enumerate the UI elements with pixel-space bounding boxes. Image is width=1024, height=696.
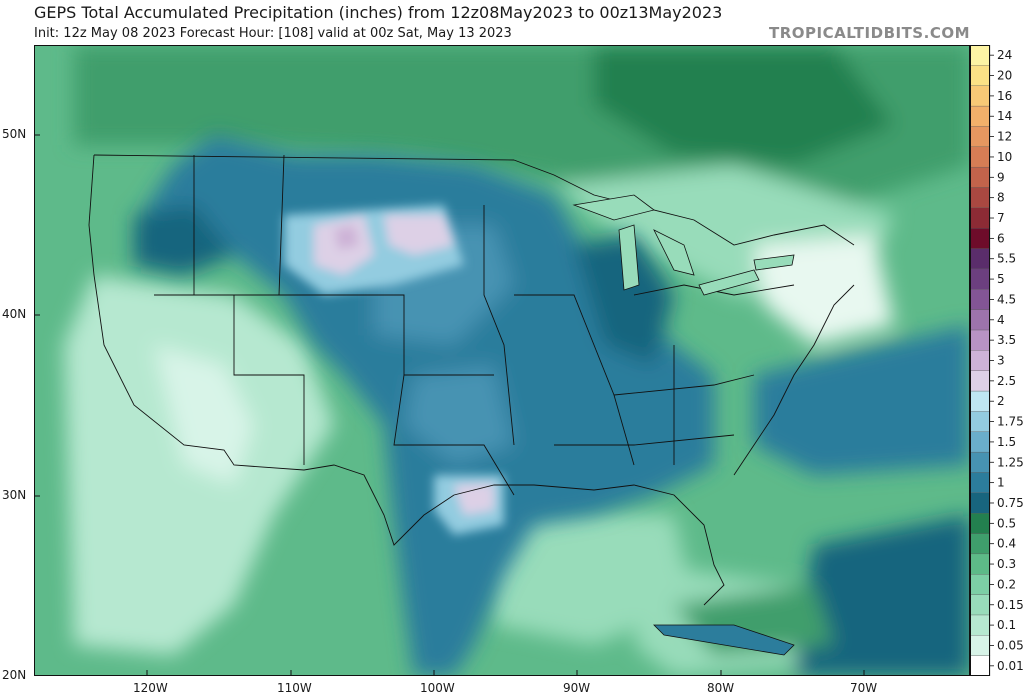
colorbar-label: 2.5	[997, 374, 1016, 388]
colorbar-label: 7	[997, 211, 1005, 225]
colorbar-swatch	[970, 329, 991, 351]
colorbar-label: 1	[997, 476, 1005, 490]
colorbar-swatch	[970, 553, 991, 575]
longitude-label: 90W	[563, 681, 591, 695]
colorbar-swatch	[970, 635, 991, 656]
colorbar-swatch	[970, 207, 991, 229]
colorbar-swatch	[970, 309, 991, 331]
longitude-label: 70W	[850, 681, 878, 695]
longitude-label: 100W	[420, 681, 455, 695]
colorbar-swatch	[970, 614, 991, 636]
colorbar-label: 5.5	[997, 252, 1016, 266]
colorbar-label: 0.01	[997, 659, 1024, 673]
longitude-ticks	[146, 670, 865, 676]
longitude-label: 120W	[133, 681, 168, 695]
chart-title: GEPS Total Accumulated Precipitation (in…	[34, 3, 723, 22]
colorbar-swatch	[970, 533, 991, 555]
colorbar-swatch	[970, 451, 991, 473]
colorbar-label: 4.5	[997, 292, 1016, 306]
longitude-label: 80W	[707, 681, 735, 695]
colorbar-label: 6	[997, 231, 1005, 245]
colorbar-label: 0.05	[997, 638, 1024, 652]
colorbar-swatch	[970, 268, 991, 290]
colorbar-swatch	[970, 472, 991, 493]
colorbar-swatch	[970, 513, 991, 534]
colorbar-swatch	[970, 126, 991, 147]
colorbar-swatch	[970, 248, 991, 270]
colorbar-swatch	[970, 431, 991, 453]
colorbar-swatch	[970, 45, 991, 66]
colorbar-swatch	[970, 370, 991, 392]
colorbar-label: 14	[997, 109, 1012, 123]
longitude-label: 110W	[277, 681, 312, 695]
colorbar-label: 10	[997, 150, 1012, 164]
colorbar-swatch	[970, 228, 991, 249]
colorbar-swatch	[970, 492, 991, 514]
colorbar-label: 2	[997, 394, 1005, 408]
colorbar-swatch	[970, 105, 991, 127]
colorbar-label: 0.5	[997, 516, 1016, 530]
colorbar-label: 16	[997, 89, 1012, 103]
colorbar-swatch	[970, 65, 991, 86]
colorbar-swatch	[970, 594, 991, 616]
colorbar-label: 1.5	[997, 435, 1016, 449]
colorbar-label: 9	[997, 170, 1005, 184]
colorbar-label: 0.2	[997, 577, 1016, 591]
colorbar-label: 5	[997, 272, 1005, 286]
colorbar-swatch	[970, 166, 991, 188]
latitude-label: 50N	[2, 127, 27, 141]
colorbar-label: 4	[997, 313, 1005, 327]
latitude-label: 40N	[2, 307, 27, 321]
colorbar-label: 0.3	[997, 557, 1016, 571]
colorbar-swatch	[970, 390, 991, 412]
colorbar-swatch	[970, 655, 991, 676]
colorbar-swatch	[970, 85, 991, 107]
colorbar-label: 24	[997, 48, 1012, 62]
colorbar-label: 0.15	[997, 598, 1024, 612]
latitude-label: 30N	[2, 488, 27, 502]
colorbar-label: 0.75	[997, 496, 1024, 510]
colorbar-label: 0.4	[997, 537, 1016, 551]
colorbar-swatch	[970, 411, 991, 432]
colorbar-label: 0.1	[997, 618, 1016, 632]
colorbar-label: 20	[997, 69, 1012, 83]
great-lakes	[572, 194, 795, 296]
colorbar-label: 3.5	[997, 333, 1016, 347]
colorbar-label: 8	[997, 191, 1005, 205]
chart-subtitle: Init: 12z May 08 2023 Forecast Hour: [10…	[34, 26, 512, 41]
colorbar-legend: 0.01 0.05 0.1 0.15 0.2 0.3 0.4 0.5 0.75 1 1.25 1.5 1…	[970, 45, 1024, 676]
colorbar-label: 12	[997, 130, 1012, 144]
colorbar-label: 1.75	[997, 415, 1024, 429]
precipitation-map	[34, 45, 970, 676]
site-watermark: TROPICALTIDBITS.COM	[769, 24, 970, 42]
colorbar-swatch	[970, 146, 991, 168]
colorbar-swatch	[970, 187, 991, 208]
cuba-outline	[653, 624, 795, 656]
colorbar-swatch	[970, 350, 991, 371]
colorbar-swatch	[970, 289, 991, 310]
colorbar-swatch	[970, 574, 991, 595]
latitude-label: 20N	[2, 668, 27, 682]
colorbar-label: 1.25	[997, 455, 1024, 469]
latitude-ticks	[34, 134, 40, 676]
colorbar-label: 3	[997, 354, 1005, 368]
